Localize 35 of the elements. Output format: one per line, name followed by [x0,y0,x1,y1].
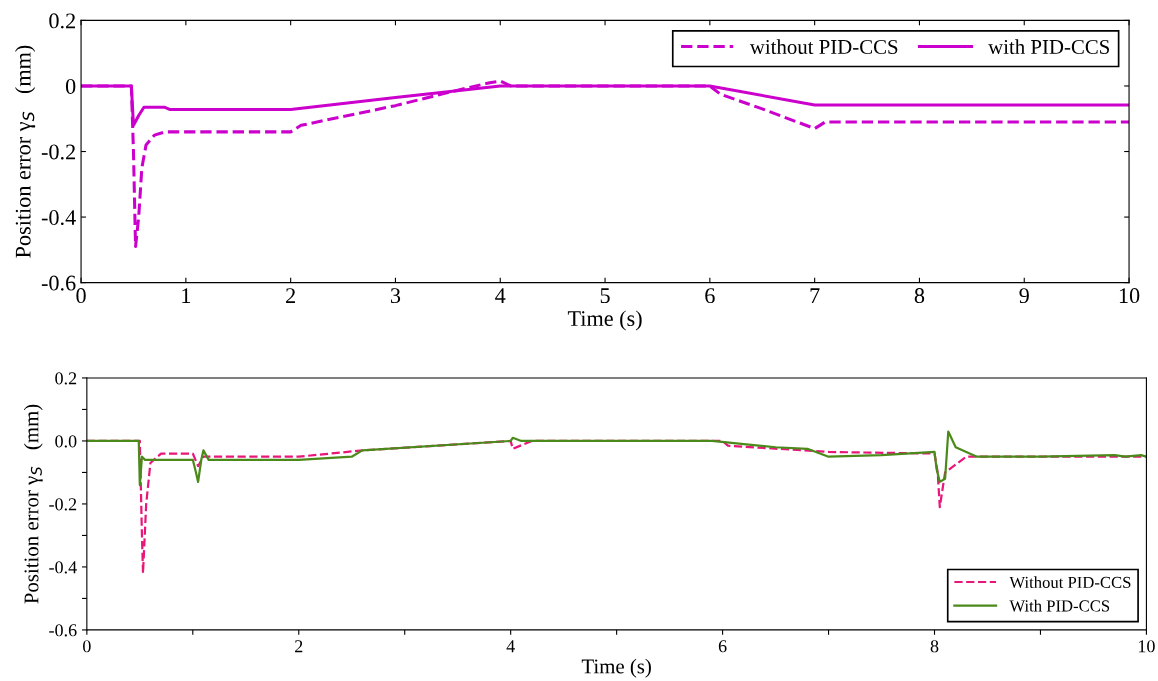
y-tick-label: 0 [65,78,76,94]
x-tick-label: 1 [182,288,191,303]
y-tick-label: -0.2 [41,144,75,160]
x-tick-label: 4 [495,288,506,303]
x-tick-label: 7 [810,288,820,303]
y-tick-label: -0.4 [41,210,76,226]
x-tick-label: 6 [705,288,715,304]
x-axis-title: Time (s) [567,310,642,331]
legend-label: with PID-CCS [988,39,1110,54]
x-tick-label: 10 [1138,640,1155,653]
text: Position error γ$_{S}$ (mm) [23,404,43,604]
x-tick-label: 3 [390,288,401,304]
y-tick-label: 0.0 [55,435,77,448]
legend-label: without PID-CCS [749,39,898,54]
y-tick-label: -0.4 [49,561,77,574]
x-tick-label: 10 [1119,288,1140,304]
x-tick-label: 8 [914,288,925,304]
y-tick-label: -0.6 [41,275,76,291]
x-tick-label: 4 [506,640,515,653]
x-tick-label: 6 [718,640,727,653]
x-tick-label: 5 [600,288,610,304]
x-tick-label: 9 [1019,288,1029,304]
x-tick-label: 0 [83,640,91,653]
line-series [86,430,1147,487]
legend-label: With PID-CCS [1009,599,1110,612]
x-tick-label: 2 [295,640,303,653]
y-tick-label: 0.2 [55,372,77,385]
y-tick-label: -0.2 [49,498,77,511]
x-tick-label: 2 [286,288,295,303]
legend-label: Without PID-CCS [1009,576,1131,589]
text: Position error γ$_{S}$ (mm) [15,45,36,258]
x-axis-title: Time (s) [581,658,651,678]
y-tick-label: 0.2 [49,13,75,29]
x-tick-label: 8 [930,640,939,653]
y-tick-label: -0.6 [49,624,77,637]
